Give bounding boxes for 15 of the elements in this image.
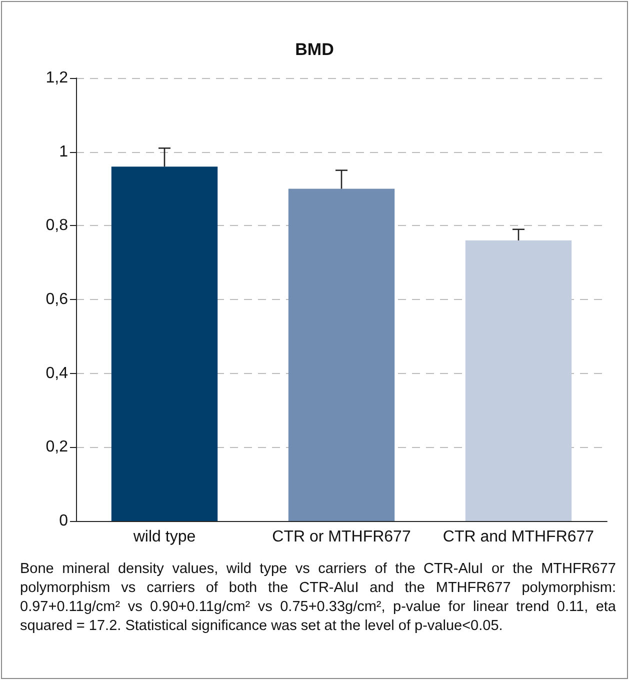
y-tick-label: 1,2 (46, 70, 68, 86)
x-tick-label: CTR and MTHFR677 (442, 528, 594, 546)
x-tick-label: CTR or MTHFR677 (272, 528, 411, 546)
bar (465, 240, 572, 521)
bar (111, 166, 218, 521)
y-tick-label: 1 (59, 143, 68, 160)
chart-title: BMD (295, 40, 334, 59)
y-tick-label: 0,4 (46, 364, 68, 382)
y-tick-label: 0,8 (46, 217, 68, 234)
text: Bone mineral density values, wild type vs carriers of the CTR-AluI or the MTHFR677 polymorphism vs carriers of both the CTR-AluI and the MTHFR677 polymorphism: 0.97+0.11g/cm² vs 0.90+0.11g/cm² vs 0.75+0.33g/cm², p-value for linear trend 0.11, eta squared = 17.2. Statistical significance was set at the level of p-value<0.05. (20, 560, 616, 636)
y-tick-label: 0,6 (46, 291, 68, 308)
bar (288, 188, 395, 521)
y-tick-label: 0,2 (46, 438, 68, 456)
x-tick-label: wild type (132, 528, 196, 546)
y-tick-label: 0 (59, 512, 68, 530)
